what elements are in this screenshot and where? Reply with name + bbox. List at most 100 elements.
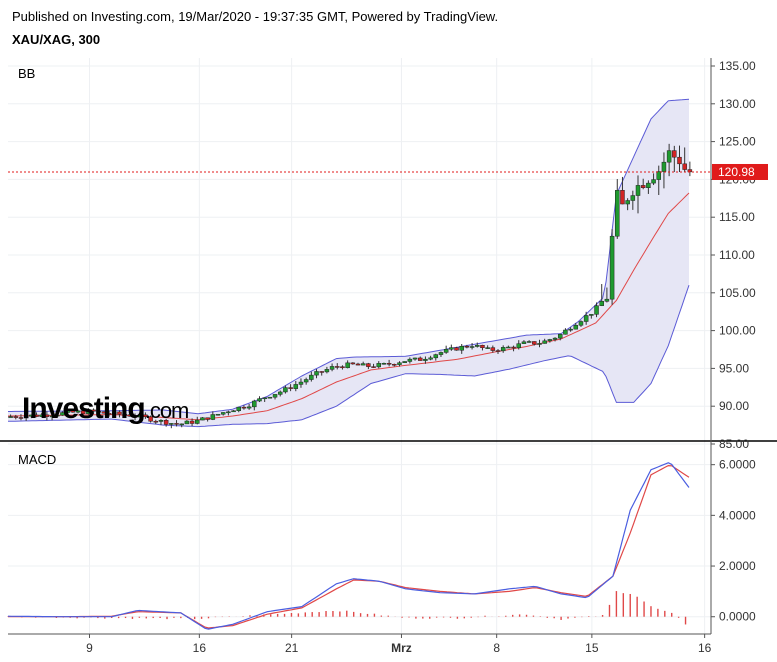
candle <box>200 417 205 421</box>
candle <box>148 416 153 422</box>
candle <box>153 420 159 423</box>
candle <box>117 411 122 415</box>
candle <box>376 363 381 368</box>
bollinger-lower-line <box>7 285 690 428</box>
candle <box>23 416 29 419</box>
candle <box>262 397 267 400</box>
candle <box>55 414 60 417</box>
candle <box>480 344 485 349</box>
candle <box>29 414 34 417</box>
candle <box>407 358 413 362</box>
macd-y-tick-label: 6.0000 <box>719 458 756 472</box>
candle <box>589 314 594 316</box>
candle <box>34 414 39 417</box>
candle <box>252 400 257 408</box>
candle <box>677 156 682 165</box>
candle <box>91 409 96 412</box>
x-tick-label: 21 <box>285 641 299 655</box>
bb-panel-label: BB <box>18 66 36 81</box>
y-tick-label: 100.00 <box>719 324 756 338</box>
candle <box>195 419 200 424</box>
candle <box>635 185 641 196</box>
candle <box>661 161 667 172</box>
investing-logo: Investing.com <box>22 392 189 425</box>
candle <box>169 423 174 425</box>
candle <box>412 357 418 360</box>
candle <box>640 185 646 188</box>
candle <box>220 412 226 415</box>
macd-y-tick-label: 2.0000 <box>719 559 756 573</box>
candle <box>44 414 50 417</box>
candle <box>277 391 283 395</box>
x-tick-label: 9 <box>86 641 93 655</box>
candle <box>189 420 195 424</box>
candle <box>599 301 604 306</box>
y-tick-label: 110.00 <box>719 248 755 262</box>
candle <box>283 387 288 393</box>
candle <box>423 358 428 361</box>
candle <box>625 200 630 205</box>
y-tick-label: 105.00 <box>719 286 756 300</box>
candle <box>485 347 490 349</box>
candle <box>303 379 309 383</box>
candle <box>241 406 247 409</box>
x-tick-label: 15 <box>585 641 599 655</box>
candle <box>428 357 433 360</box>
candle <box>417 357 423 361</box>
candle <box>324 369 330 373</box>
candle <box>563 329 568 335</box>
candle <box>526 341 532 343</box>
published-caption: Published on Investing.com, 19/Mar/2020 … <box>12 9 499 24</box>
candle <box>163 419 169 425</box>
candle <box>381 363 387 365</box>
candle <box>490 347 496 351</box>
candle <box>360 363 366 366</box>
candle <box>215 413 221 416</box>
candle <box>552 337 558 340</box>
candle <box>366 363 371 367</box>
candle <box>272 394 278 398</box>
candle <box>495 350 501 352</box>
candle <box>288 387 293 389</box>
y-tick-label: 90.00 <box>719 399 749 413</box>
candle <box>106 413 112 415</box>
candle <box>60 412 65 416</box>
candle <box>137 414 143 418</box>
candle <box>630 195 636 201</box>
candle <box>355 363 361 366</box>
candle <box>236 406 241 411</box>
candle <box>537 343 542 345</box>
symbol-title: XAU/XAG, 300 <box>12 32 101 47</box>
candle <box>86 409 91 415</box>
candle <box>402 361 407 363</box>
macd-y-tick-label: 0.0000 <box>719 610 756 624</box>
candle <box>298 381 304 385</box>
candle <box>329 366 335 370</box>
candle <box>542 340 547 344</box>
candle <box>319 371 324 373</box>
x-tick-label: Mrz <box>391 641 412 655</box>
last-price-badge <box>712 163 768 180</box>
candle <box>464 345 470 348</box>
candle <box>568 328 573 331</box>
candle <box>646 182 651 188</box>
candle <box>80 410 86 415</box>
candle <box>672 150 677 158</box>
candle <box>443 349 449 353</box>
candle <box>656 171 662 180</box>
candle <box>13 416 19 418</box>
y-tick-label: 135.00 <box>719 59 756 73</box>
candle <box>179 423 184 426</box>
candle <box>122 413 127 416</box>
candle <box>293 384 299 389</box>
x-tick-label: 16 <box>698 641 712 655</box>
candle <box>615 190 620 237</box>
y-tick-label: 130.00 <box>719 97 756 111</box>
candle <box>340 366 345 369</box>
candle <box>210 414 216 420</box>
candle <box>609 235 615 300</box>
candle <box>132 416 138 418</box>
candle <box>257 398 262 402</box>
candle <box>96 411 101 413</box>
